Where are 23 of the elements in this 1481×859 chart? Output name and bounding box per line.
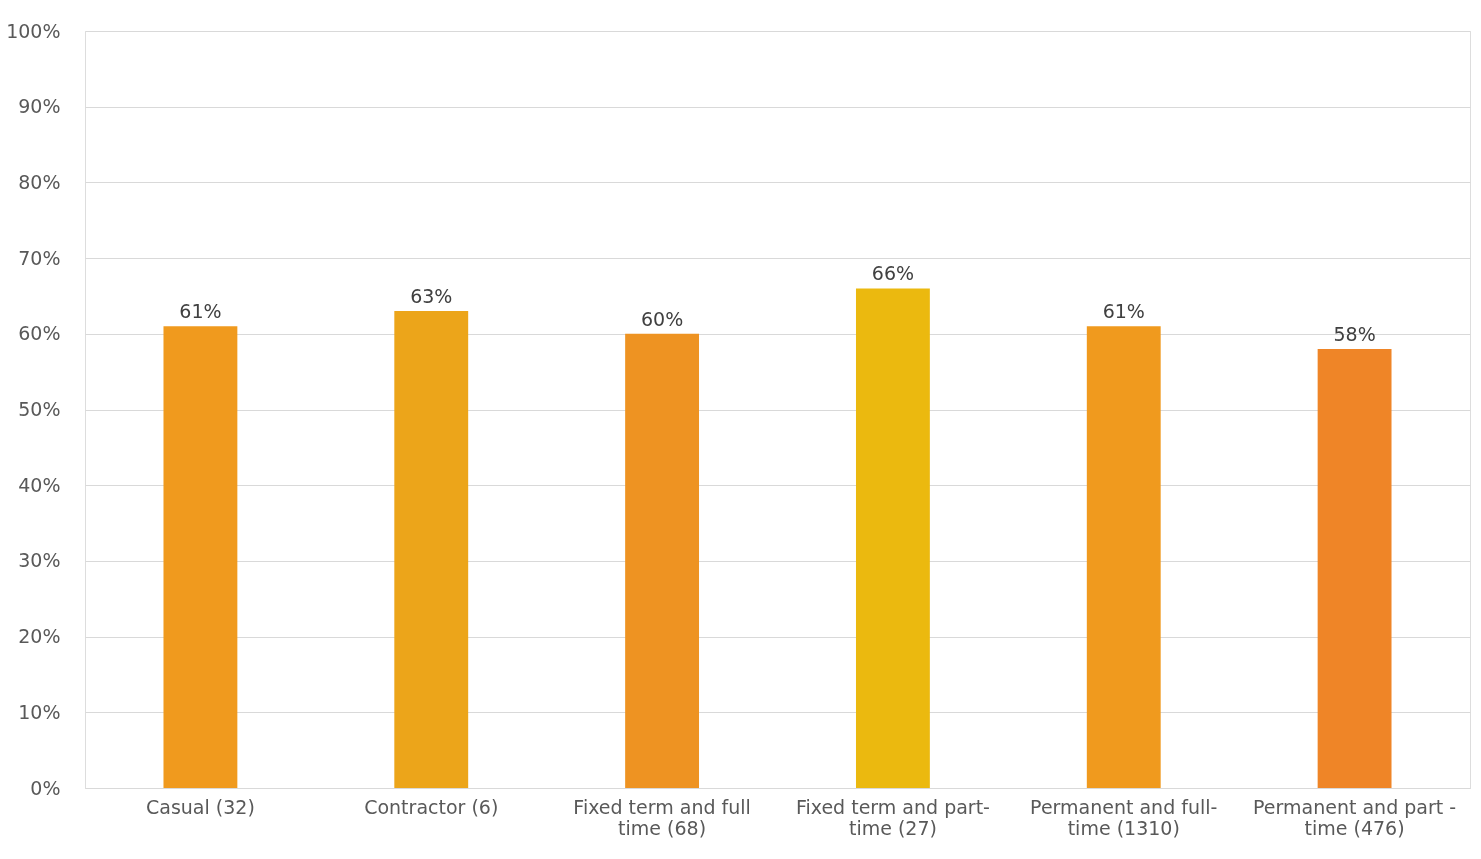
- x-tick-label: Fixed term and full time (68): [573, 795, 751, 839]
- x-tick-label: Casual (32): [146, 795, 255, 818]
- data-label: 61%: [1102, 300, 1145, 323]
- data-label: 61%: [179, 300, 222, 323]
- y-tick-label: 10%: [18, 700, 61, 723]
- y-tick-label: 60%: [18, 322, 61, 345]
- y-tick-label: 40%: [18, 473, 61, 496]
- data-label: 66%: [871, 262, 915, 285]
- data-label: 63%: [410, 285, 453, 308]
- y-tick-label: 50%: [18, 398, 61, 420]
- x-tick-label: Fixed term and part-time (27): [795, 795, 990, 839]
- y-tick-label: 0%: [30, 776, 61, 799]
- x-tick-label: Contractor (6): [364, 795, 499, 818]
- y-tick-label: 100%: [6, 19, 61, 42]
- data-label: 58%: [1333, 322, 1376, 345]
- y-tick-label: 20%: [18, 625, 61, 648]
- data-label: 60%: [640, 307, 684, 330]
- y-tick-label: 70%: [18, 246, 61, 269]
- y-tick-label: 90%: [18, 95, 61, 118]
- x-tick-label: Permanent and part - time (476): [1253, 795, 1457, 839]
- y-tick-label: 80%: [18, 170, 61, 193]
- y-tick-label: 30%: [18, 549, 61, 572]
- x-tick-label: Permanent and full-time (1310): [1030, 795, 1218, 839]
